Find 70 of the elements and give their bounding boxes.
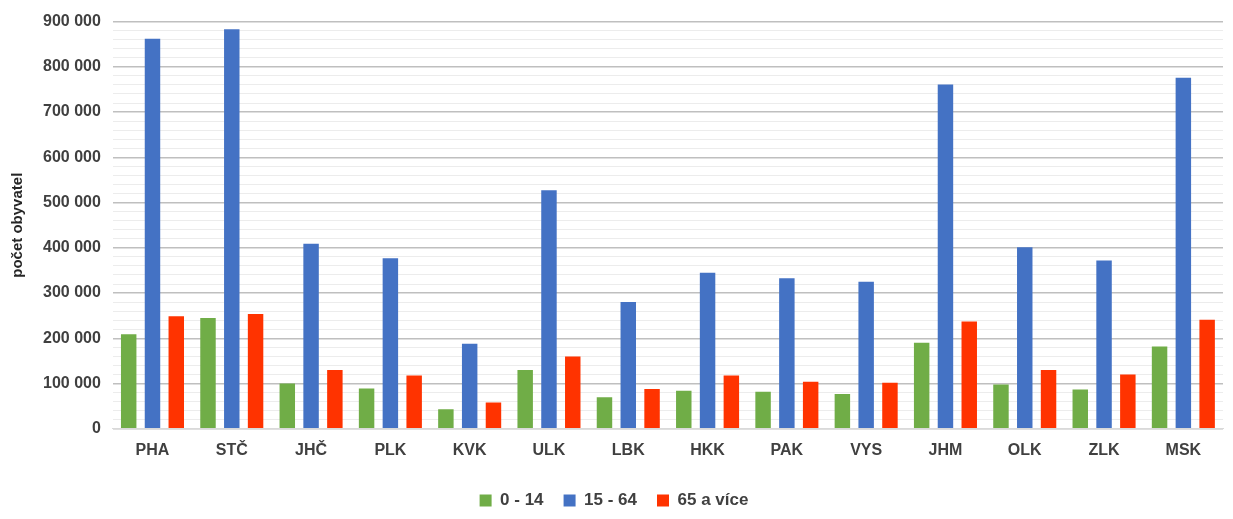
bar (517, 369, 533, 429)
bar (485, 402, 502, 429)
bar (644, 388, 660, 429)
x-tick-label: JHM (928, 440, 963, 458)
bar (144, 38, 161, 429)
bar (565, 356, 581, 429)
bar (1151, 346, 1168, 429)
x-tick-label: ULK (532, 440, 566, 458)
y-tick-label: 500 000 (42, 192, 101, 210)
y-tick-label: 600 000 (42, 147, 101, 165)
y-tick-label: 300 000 (42, 283, 101, 301)
bar (1072, 389, 1088, 429)
bar (834, 393, 851, 429)
bar (120, 334, 137, 429)
y-tick-label: 400 000 (42, 238, 101, 256)
y-tick-label: 900 000 (42, 12, 101, 30)
x-tick-label: PAK (770, 440, 804, 458)
bar (224, 29, 240, 429)
bar (699, 272, 716, 429)
x-tick-label: OLK (1007, 440, 1043, 458)
bar (961, 321, 977, 429)
bar (382, 258, 399, 429)
bar (858, 281, 874, 429)
x-tick-label: KVK (452, 440, 488, 458)
x-tick-label: MSK (1165, 440, 1202, 458)
bar (755, 391, 771, 429)
x-tick-label: PLK (374, 440, 407, 458)
bar (168, 316, 185, 429)
bar (802, 381, 819, 429)
x-tick-label: ZLK (1088, 440, 1121, 458)
x-tick-label: VYS (850, 440, 883, 458)
legend-label: 0 - 14 (500, 490, 545, 510)
bar (1199, 319, 1215, 429)
bar (541, 190, 557, 429)
bar (1096, 260, 1112, 429)
legend-label: 15 - 64 (584, 490, 638, 510)
bar (438, 409, 454, 429)
x-tick-label: HKK (690, 440, 726, 458)
x-tick-label: JHČ (295, 439, 328, 458)
bar (247, 313, 264, 429)
bar (303, 243, 319, 429)
y-tick-label: 0 (91, 419, 101, 437)
bar (1175, 77, 1192, 429)
bar (596, 397, 613, 429)
bar (993, 384, 1009, 429)
y-axis-title: počet obyvatel (8, 172, 26, 278)
bar (779, 278, 795, 429)
y-tick-label: 800 000 (42, 57, 101, 75)
bar (882, 382, 898, 429)
bar (1017, 247, 1033, 429)
bar (937, 84, 954, 429)
bar (620, 302, 636, 429)
x-tick-label: STČ (215, 439, 249, 458)
bar (358, 388, 375, 429)
bar (461, 343, 478, 429)
bar (200, 317, 216, 429)
bar (913, 342, 930, 429)
legend-label: 65 a více (677, 490, 749, 510)
bar (327, 369, 343, 429)
y-tick-label: 200 000 (42, 328, 101, 346)
y-tick-label: 100 000 (42, 373, 101, 391)
bar (723, 375, 740, 429)
bar (676, 390, 692, 429)
bar (406, 375, 422, 429)
y-tick-label: 700 000 (42, 102, 101, 120)
bar (1120, 374, 1136, 429)
bar (279, 383, 296, 429)
bar (1040, 369, 1057, 429)
x-tick-label: LBK (611, 440, 646, 458)
x-tick-label: PHA (135, 440, 170, 458)
